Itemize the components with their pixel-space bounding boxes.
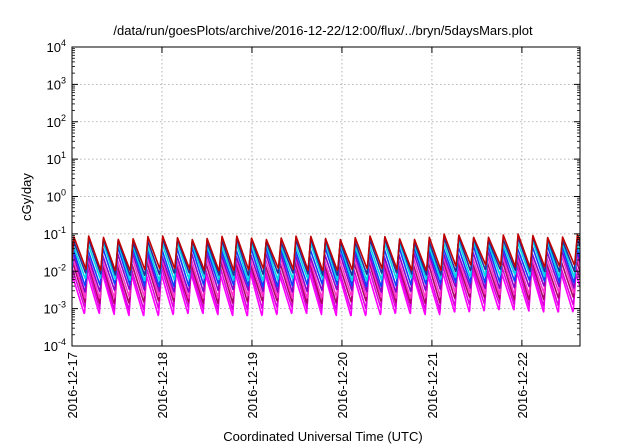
y-tick-label: 100: [47, 188, 66, 205]
series-line-6: [72, 244, 580, 288]
y-tick-label: 102: [47, 113, 66, 130]
y-tick-base: 10: [47, 152, 61, 167]
y-tick-label: 10-4: [44, 337, 66, 354]
series-line-5: [72, 249, 580, 293]
x-axis-label: Coordinated Universal Time (UTC): [223, 429, 422, 444]
chart-title: /data/run/goesPlots/archive/2016-12-22/1…: [113, 23, 533, 38]
y-tick-base: 10: [47, 77, 61, 92]
series-line-2: [72, 264, 580, 311]
y-axis-label: cGy/day: [19, 173, 34, 221]
series-line-3: [72, 259, 580, 304]
y-tick-exponent: 4: [61, 38, 66, 48]
x-tick-label: 2016-12-17: [65, 352, 80, 419]
y-tick-label: 103: [47, 75, 66, 92]
series-line-1: [72, 269, 580, 317]
y-tick-base: 10: [47, 115, 61, 130]
series-line-8: [72, 235, 580, 276]
y-tick-exponent: 3: [61, 75, 66, 85]
y-tick-base: 10: [47, 40, 61, 55]
y-tick-label: 101: [47, 150, 66, 167]
x-tick-label: 2016-12-18: [155, 352, 170, 419]
y-tick-base: 10: [44, 302, 58, 317]
y-tick-base: 10: [44, 339, 58, 354]
x-tick-label: 2016-12-21: [425, 352, 440, 419]
series-line-4: [72, 254, 580, 299]
x-tick-label: 2016-12-19: [245, 352, 260, 419]
grid: [72, 47, 580, 346]
y-tick-exponent: 1: [61, 150, 66, 160]
y-tick-exponent: -1: [58, 225, 66, 235]
x-tick-label: 2016-12-20: [335, 352, 350, 419]
y-tick-exponent: 0: [61, 188, 66, 198]
series-line-9: [72, 233, 580, 272]
y-tick-label: 10-3: [44, 300, 66, 317]
series-group: [72, 233, 580, 317]
y-tick-base: 10: [44, 227, 58, 242]
y-tick-label: 10-1: [44, 225, 66, 242]
y-tick-label: 104: [47, 38, 66, 55]
y-tick-exponent: -4: [58, 337, 66, 347]
y-tick-base: 10: [47, 190, 61, 205]
x-tick-label: 2016-12-22: [515, 352, 530, 419]
y-tick-exponent: -3: [58, 300, 66, 310]
y-tick-exponent: 2: [61, 113, 66, 123]
y-tick-label: 10-2: [44, 262, 66, 279]
series-line-7: [72, 239, 580, 282]
y-tick-base: 10: [44, 264, 58, 279]
y-tick-exponent: -2: [58, 262, 66, 272]
x-axis: 2016-12-17 2016-12-18 2016-12-19 2016-12-20…: [65, 47, 530, 419]
